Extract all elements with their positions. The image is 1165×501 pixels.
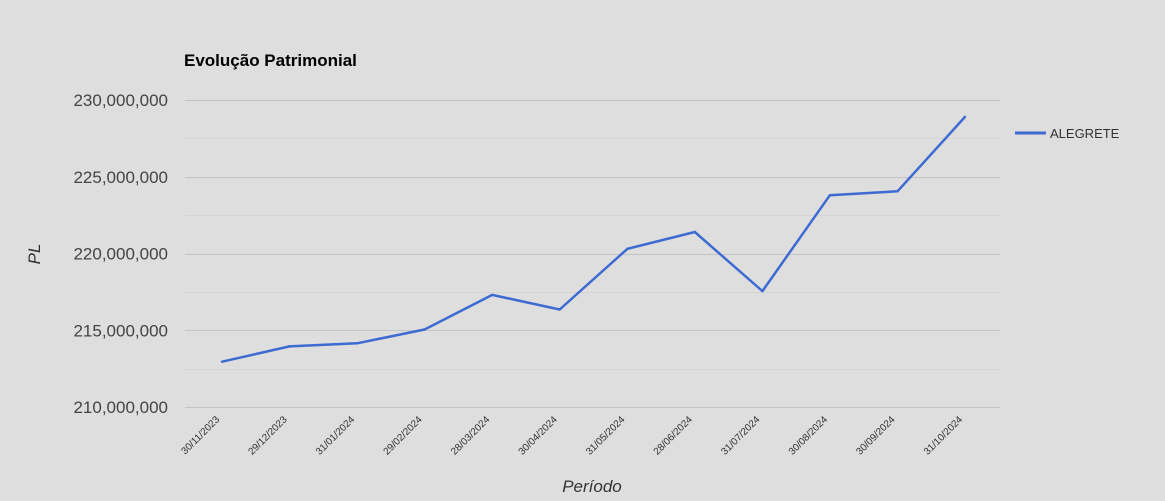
data-point bbox=[626, 247, 629, 251]
y-tick-label: 225,000,000 bbox=[73, 168, 168, 187]
x-tick-label: 31/05/2024 bbox=[584, 414, 627, 457]
x-axis-label: Período bbox=[562, 477, 622, 496]
x-tick-label: 31/01/2024 bbox=[314, 414, 357, 457]
y-tick-label: 230,000,000 bbox=[73, 91, 168, 110]
data-point bbox=[423, 328, 426, 331]
x-tick-label: 28/03/2024 bbox=[449, 414, 492, 457]
legend-label: ALEGRETE bbox=[1050, 126, 1120, 141]
y-axis-ticks: 210,000,000 215,000,000 220,000,000 225,000… bbox=[73, 91, 168, 417]
data-point bbox=[288, 345, 291, 348]
x-tick-label: 30/04/2024 bbox=[517, 414, 560, 457]
x-tick-label: 30/11/2023 bbox=[179, 414, 222, 457]
y-axis-label: PL bbox=[25, 244, 44, 265]
x-tick-label: 30/09/2024 bbox=[854, 414, 897, 457]
series-lines bbox=[220, 115, 967, 363]
chart-title: Evolução Patrimonial bbox=[184, 51, 357, 70]
x-tick-label: 31/07/2024 bbox=[719, 414, 762, 457]
x-tick-label: 29/12/2023 bbox=[246, 414, 289, 457]
series-line bbox=[221, 116, 966, 363]
data-point bbox=[896, 190, 899, 193]
y-tick-label: 215,000,000 bbox=[73, 321, 168, 340]
x-tick-label: 29/02/2024 bbox=[382, 414, 425, 457]
data-point bbox=[355, 342, 359, 345]
grid bbox=[185, 100, 1000, 408]
legend: ALEGRETE bbox=[1015, 126, 1120, 141]
x-axis-ticks: 30/11/2023 29/12/2023 31/01/2024 29/02/2024… bbox=[179, 414, 965, 457]
data-point bbox=[558, 308, 561, 311]
data-point bbox=[693, 230, 697, 234]
x-tick-label: 28/06/2024 bbox=[652, 414, 695, 457]
data-point bbox=[761, 289, 764, 293]
data-point bbox=[963, 115, 967, 119]
y-tick-label: 210,000,000 bbox=[73, 398, 168, 417]
x-tick-label: 30/08/2024 bbox=[787, 414, 830, 457]
x-tick-label: 31/10/2024 bbox=[922, 414, 965, 457]
data-point bbox=[490, 293, 494, 297]
y-tick-label: 220,000,000 bbox=[73, 245, 168, 264]
data-point bbox=[828, 193, 832, 197]
data-point bbox=[220, 360, 224, 363]
